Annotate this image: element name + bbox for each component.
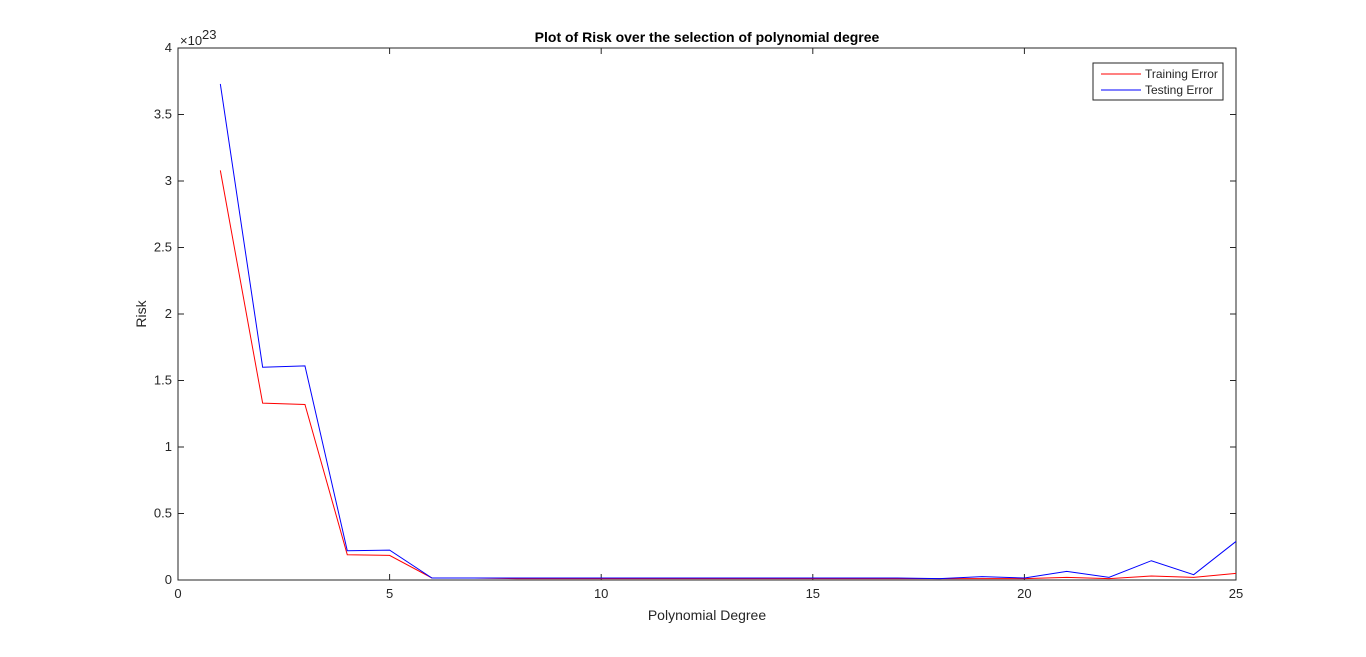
legend: Training Error Testing Error	[1092, 62, 1224, 101]
y-exponent-label: ×10	[180, 33, 202, 48]
chart-title: Plot of Risk over the selection of polyn…	[535, 29, 880, 45]
y-exponent-power: 23	[202, 27, 216, 42]
x-axis-ticks: 0 5 10 15 20 25	[174, 48, 1243, 601]
y-tick-label: 0	[165, 572, 172, 587]
y-tick-label: 1	[165, 439, 172, 454]
y-axis-ticks: 0 0.5 1 1.5 2 2.5 3 3.5 4	[154, 40, 1236, 587]
x-tick-label: 5	[386, 586, 393, 601]
y-tick-label: 1.5	[154, 373, 172, 388]
y-tick-label: 0.5	[154, 506, 172, 521]
x-tick-label: 15	[806, 586, 820, 601]
legend-label-testing-error: Testing Error	[1145, 83, 1213, 97]
series-line-testing-error	[219, 83, 1237, 580]
x-tick-label: 10	[594, 586, 608, 601]
plot-area	[177, 47, 1237, 581]
series-line-training-error	[219, 170, 1237, 580]
series-lines	[219, 83, 1237, 580]
x-tick-label: 25	[1229, 586, 1243, 601]
y-tick-label: 2.5	[154, 240, 172, 255]
y-axis-label: Risk	[133, 299, 149, 327]
y-tick-label: 3	[165, 173, 172, 188]
y-tick-label: 2	[165, 306, 172, 321]
y-tick-label: 4	[165, 40, 172, 55]
legend-label-training-error: Training Error	[1145, 67, 1218, 81]
x-axis-label: Polynomial Degree	[648, 607, 766, 623]
x-tick-label: 20	[1017, 586, 1031, 601]
legend-box	[1092, 62, 1224, 101]
y-tick-label: 3.5	[154, 107, 172, 122]
x-tick-label: 0	[174, 586, 181, 601]
